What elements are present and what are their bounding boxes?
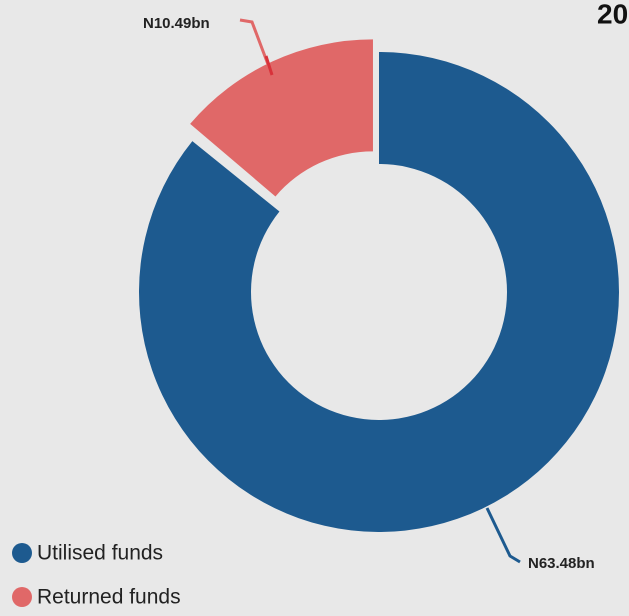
legend-swatch bbox=[12, 587, 32, 607]
legend-label: Utilised funds bbox=[37, 542, 163, 565]
value-label: N63.48bn bbox=[528, 555, 595, 572]
leader-line bbox=[264, 55, 274, 76]
legend-label: Returned funds bbox=[37, 586, 181, 609]
legend-swatch bbox=[12, 543, 32, 563]
donut-slice bbox=[138, 52, 619, 532]
value-label: N10.49bn bbox=[143, 15, 210, 32]
leader-line bbox=[485, 507, 521, 564]
donut-slice bbox=[190, 39, 373, 197]
chart-title: 20 bbox=[597, 0, 628, 29]
